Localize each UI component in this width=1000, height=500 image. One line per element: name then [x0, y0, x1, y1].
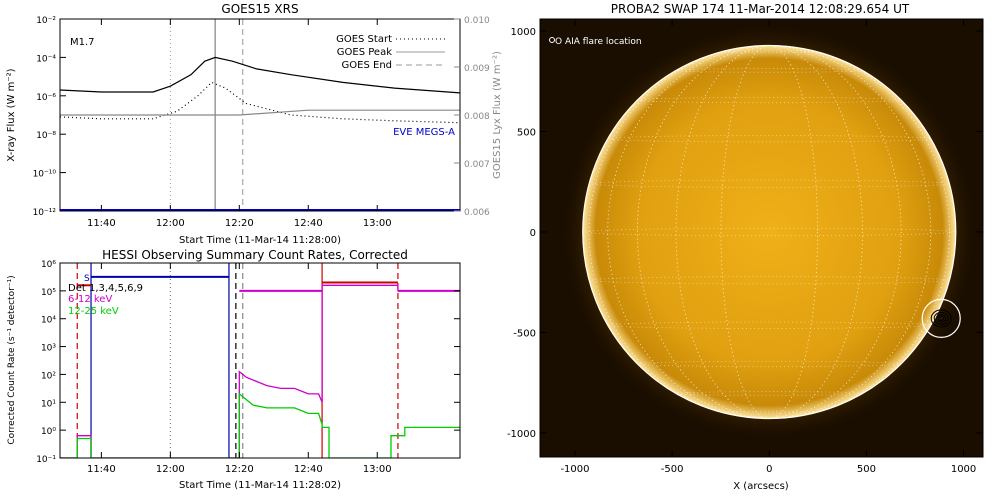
goes-ytick-label: 10⁻⁶ — [36, 93, 56, 103]
hessi-plot-area — [60, 263, 460, 458]
goes-annotation: M1.7 — [70, 37, 95, 48]
hessi-xtick-label: 12:40 — [294, 464, 323, 475]
goes-ytick-label: 10⁻¹⁰ — [33, 170, 57, 180]
swap-xtick-label: 1000 — [951, 464, 976, 475]
hessi-ytick-label: 10³ — [41, 344, 56, 354]
goes-ytick-label: 10⁻⁴ — [36, 54, 56, 64]
swap-ytick-label: 1000 — [511, 27, 536, 38]
hessi-ytick-label: 10⁴ — [41, 316, 56, 326]
hessi-panel: HESSI Observing Summary Count Rates, Cor… — [7, 248, 461, 491]
goes-title: GOES15 XRS — [221, 2, 298, 16]
hessi-series-0 — [60, 284, 460, 458]
swap-flare-contour — [930, 309, 952, 328]
swap-axes: -1000 -500 0 500 1000 -1000 -500 0 500 1000 — [507, 19, 983, 475]
swap-legend-marker — [549, 37, 555, 43]
hessi-ytick-label: 10⁵ — [41, 288, 56, 298]
goes-ytick-label: 10⁻¹² — [33, 208, 57, 218]
swap-flare-circle — [921, 298, 961, 338]
goes-y2tick-label: 0.008 — [464, 112, 490, 122]
swap-limb — [582, 44, 957, 420]
hessi-frame — [59, 262, 461, 459]
hessi-xtick-label: 12:00 — [156, 464, 185, 475]
swap-panel: PROBA2 SWAP 174 11-Mar-2014 12:08:29.654… — [507, 2, 984, 492]
hessi-legend-low: 6-12 keV — [68, 294, 112, 305]
swap-flare-contour — [938, 315, 945, 321]
goes-y2tick-label: 0.009 — [464, 64, 490, 74]
swap-frame — [539, 18, 984, 458]
goes-plot-area — [60, 19, 460, 211]
goes-series-2 — [60, 109, 460, 116]
swap-xlabel: X (arcsecs) — [733, 481, 789, 492]
goes-xlabel: Start Time (11-Mar-14 11:28:00) — [179, 235, 341, 246]
goes-y2tick-label: 0.007 — [464, 160, 490, 170]
goes-xtick-label: 12:40 — [294, 218, 323, 229]
goes-series-0 — [60, 56, 460, 94]
swap-flare-contour — [936, 314, 947, 323]
hessi-det-label: Det 1,3,4,5,6,9 — [68, 283, 143, 294]
hessi-xtick-label: 11:40 — [87, 464, 116, 475]
swap-ytick-label: 0 — [530, 228, 536, 239]
goes-legend-start: GOES Start — [336, 34, 392, 45]
goes-xtick-label: 12:00 — [156, 218, 185, 229]
hessi-title: HESSI Observing Summary Count Rates, Cor… — [102, 248, 408, 262]
goes-ylabel: X-ray Flux (W m⁻²) — [6, 68, 17, 161]
swap-xtick-label: -1000 — [560, 464, 589, 475]
hessi-ytick-label: 10⁶ — [41, 260, 56, 270]
goes-ytick-label: 10⁻⁸ — [36, 131, 56, 141]
goes-ytick-label: 10⁻² — [36, 16, 56, 26]
goes-legend-peak: GOES Peak — [337, 47, 392, 58]
swap-latitude-grid — [607, 135, 932, 143]
hessi-s-label: S — [84, 274, 90, 284]
goes-legend-end: GOES End — [342, 60, 392, 71]
swap-annotation: O AIA flare location — [555, 37, 642, 47]
goes-xtick-label: 11:40 — [87, 218, 116, 229]
hessi-xlabel: Start Time (11-Mar-14 11:28:02) — [179, 480, 341, 491]
hessi-ylabel: Corrected Count Rate (s⁻¹ detector⁻¹) — [7, 275, 17, 444]
swap-ytick-label: -500 — [513, 328, 536, 339]
goes-legend: GOES Start GOES Peak GOES End — [336, 34, 445, 71]
goes-y2tick-label: 0.006 — [464, 208, 490, 218]
swap-image — [549, 23, 979, 441]
goes-axes: 11:40 12:00 12:20 12:40 13:00 10⁻¹² 10⁻¹⁰ 10⁻⁸ 1… — [33, 16, 490, 229]
swap-flare-contour — [933, 311, 949, 325]
goes-y2label: GOES15 Lyx Flux (W m⁻²) — [492, 51, 503, 179]
swap-xtick-label: 0 — [766, 464, 772, 475]
hessi-xtick-label: 13:00 — [363, 464, 392, 475]
hessi-legend-high: 12-25 keV — [68, 306, 119, 317]
swap-ytick-label: 500 — [517, 128, 536, 139]
swap-latitude-grid — [607, 321, 932, 329]
swap-xtick-label: 500 — [857, 464, 876, 475]
goes-y2tick-label: 0.010 — [464, 16, 490, 26]
hessi-ytick-label: 10² — [41, 371, 56, 381]
swap-xtick-label: -500 — [661, 464, 684, 475]
goes-series-1 — [60, 81, 460, 124]
hessi-xtick-label: 12:20 — [225, 464, 254, 475]
hessi-series-1 — [60, 392, 460, 458]
swap-ytick-label: -1000 — [507, 429, 536, 440]
goes-xtick-label: 12:20 — [225, 218, 254, 229]
goes-panel: GOES15 XRS 11:40 12:00 12:20 12:40 13:00 10⁻¹… — [6, 2, 503, 246]
swap-longitude-grid — [636, 45, 902, 419]
swap-solar-disk — [582, 45, 956, 419]
hessi-axes: 11:40 12:00 12:20 12:40 13:00 10⁻¹ 10⁰ 10¹ 10² 10… — [36, 260, 460, 475]
hessi-ytick-label: 10¹ — [41, 399, 56, 409]
hessi-ytick-label: 10⁻¹ — [36, 455, 56, 465]
hessi-ytick-label: 10⁰ — [41, 427, 56, 437]
goes-xtick-label: 13:00 — [363, 218, 392, 229]
swap-longitude-grid — [588, 45, 950, 419]
swap-longitude-grid — [675, 45, 863, 419]
swap-title: PROBA2 SWAP 174 11-Mar-2014 12:08:29.654… — [611, 2, 910, 16]
goes-eve-label: EVE MEGS-A — [393, 127, 455, 138]
